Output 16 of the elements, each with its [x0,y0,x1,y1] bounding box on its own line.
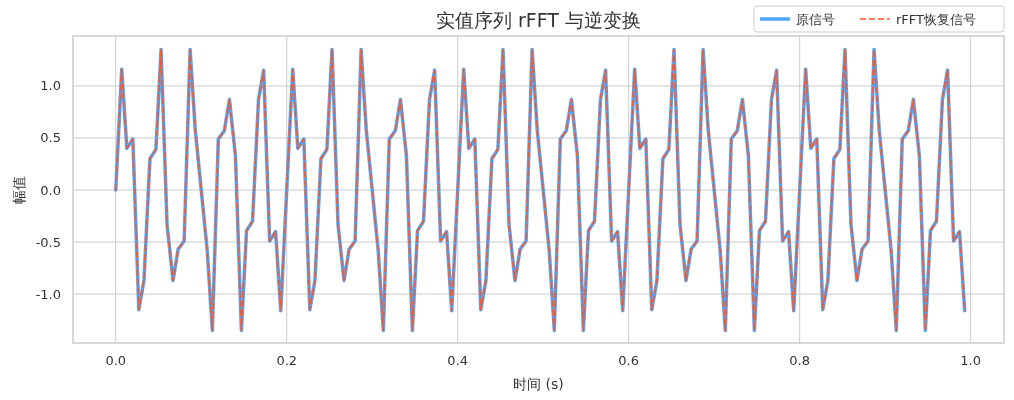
x-tick-label: 0.2 [276,353,298,368]
y-tick-label: -0.5 [35,234,61,250]
x-tick-label: 0.4 [447,353,469,368]
y-tick-label: 1.0 [40,78,61,94]
y-tick-label: 0.5 [40,130,61,146]
x-tick-label: 0.0 [105,353,127,368]
y-tick-label: -1.0 [35,286,61,302]
y-axis-title: 幅值 [11,175,27,204]
legend-label: 原信号 [796,12,835,27]
x-axis-title: 时间 (s) [513,376,564,392]
x-tick-label: 1.0 [960,353,981,368]
x-tick-label: 0.8 [789,353,811,368]
chart-title: 实值序列 rFFT 与逆变换 [435,9,642,31]
legend-label: rFFT恢复信号 [896,12,977,27]
x-tick-label: 0.6 [618,353,640,368]
y-tick-label: 0.0 [40,182,61,198]
